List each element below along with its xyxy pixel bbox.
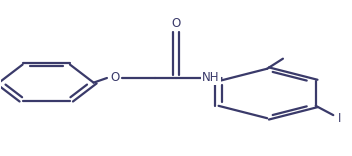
Text: O: O [110, 71, 119, 85]
Text: O: O [171, 17, 181, 30]
Text: I: I [338, 112, 341, 125]
Text: NH: NH [202, 71, 220, 85]
